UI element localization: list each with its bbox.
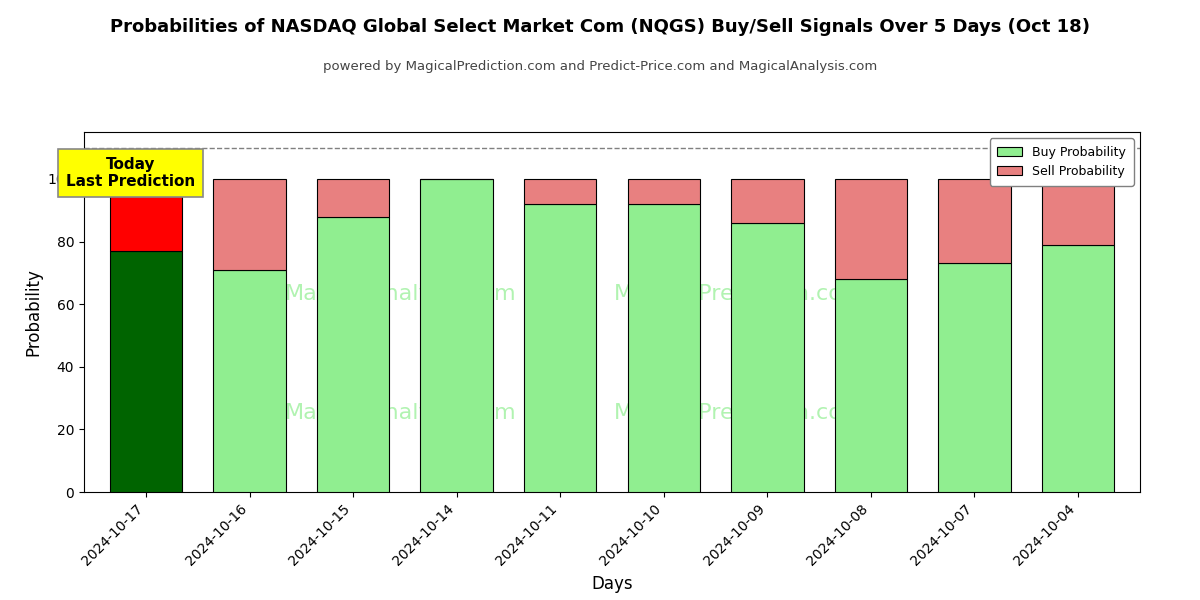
X-axis label: Days: Days bbox=[592, 575, 632, 593]
Bar bbox=[317, 179, 390, 217]
Bar bbox=[214, 179, 286, 270]
Text: Today
Last Prediction: Today Last Prediction bbox=[66, 157, 196, 190]
Bar bbox=[1042, 179, 1114, 245]
Legend: Buy Probability, Sell Probability: Buy Probability, Sell Probability bbox=[990, 138, 1134, 185]
Bar bbox=[524, 179, 596, 204]
Text: MagicalPrediction.com: MagicalPrediction.com bbox=[613, 284, 864, 304]
Bar bbox=[628, 179, 700, 204]
Bar bbox=[938, 179, 1010, 263]
Bar bbox=[1042, 245, 1114, 492]
Text: MagicalAnalysis.com: MagicalAnalysis.com bbox=[284, 403, 517, 423]
Bar bbox=[317, 217, 390, 492]
Bar bbox=[834, 279, 907, 492]
Bar bbox=[110, 179, 182, 251]
Bar bbox=[731, 223, 804, 492]
Text: MagicalPrediction.com: MagicalPrediction.com bbox=[613, 403, 864, 423]
Text: powered by MagicalPrediction.com and Predict-Price.com and MagicalAnalysis.com: powered by MagicalPrediction.com and Pre… bbox=[323, 60, 877, 73]
Bar bbox=[628, 204, 700, 492]
Bar bbox=[110, 251, 182, 492]
Y-axis label: Probability: Probability bbox=[24, 268, 42, 356]
Bar bbox=[938, 263, 1010, 492]
Text: MagicalAnalysis.com: MagicalAnalysis.com bbox=[284, 284, 517, 304]
Bar bbox=[524, 204, 596, 492]
Bar bbox=[214, 270, 286, 492]
Bar bbox=[834, 179, 907, 279]
Text: Probabilities of NASDAQ Global Select Market Com (NQGS) Buy/Sell Signals Over 5 : Probabilities of NASDAQ Global Select Ma… bbox=[110, 18, 1090, 36]
Bar bbox=[420, 179, 493, 492]
Bar bbox=[731, 179, 804, 223]
